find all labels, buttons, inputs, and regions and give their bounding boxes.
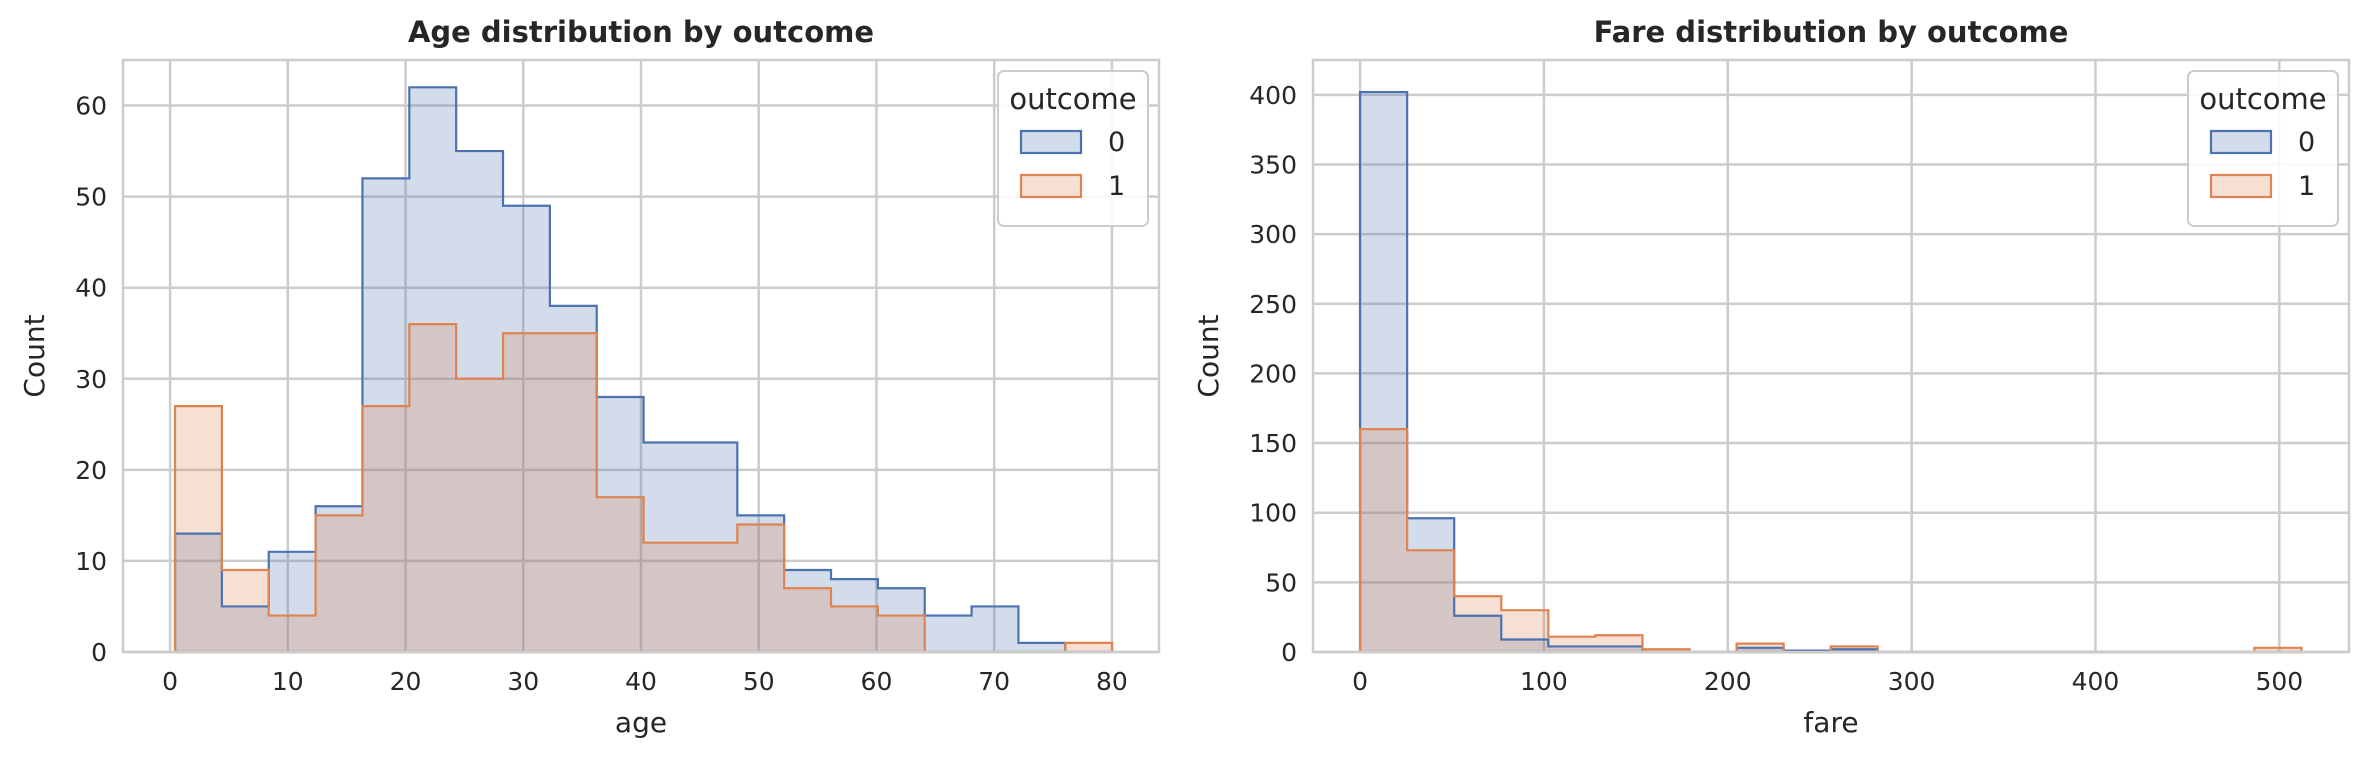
x-tick-label: 20 bbox=[390, 667, 422, 696]
legend-swatch-1 bbox=[1019, 173, 1083, 199]
age-y-axis-label: Count bbox=[18, 314, 51, 397]
y-tick-label: 100 bbox=[1249, 499, 1297, 528]
legend-swatch-0 bbox=[2209, 129, 2273, 155]
y-tick-label: 10 bbox=[75, 547, 107, 576]
y-tick-label: 20 bbox=[75, 456, 107, 485]
age-legend: outcome 0 1 bbox=[997, 70, 1149, 227]
x-tick-label: 300 bbox=[1888, 667, 1936, 696]
y-tick-label: 150 bbox=[1249, 429, 1297, 458]
legend-swatch-1 bbox=[2209, 173, 2273, 199]
x-tick-label: 10 bbox=[272, 667, 304, 696]
y-tick-label: 0 bbox=[1281, 638, 1297, 667]
legend-label-0: 0 bbox=[2298, 127, 2315, 158]
fare-series-1-fill bbox=[1360, 429, 2302, 652]
x-tick-label: 30 bbox=[507, 667, 539, 696]
x-tick-label: 0 bbox=[162, 667, 178, 696]
legend-swatch-0 bbox=[1019, 129, 1083, 155]
y-tick-label: 350 bbox=[1249, 150, 1297, 179]
legend-label-0: 0 bbox=[1108, 127, 1125, 158]
fare-series-0-outline bbox=[1358, 90, 2302, 654]
fare-histogram-panel: 0 100 200 300 400 500 0 50 100 150 200 250 300 350 400… bbox=[1192, 15, 2351, 739]
x-tick-label: 60 bbox=[861, 667, 893, 696]
age-chart-title: Age distribution by outcome bbox=[408, 15, 874, 49]
y-tick-label: 300 bbox=[1249, 220, 1297, 249]
x-tick-label: 0 bbox=[1352, 667, 1368, 696]
y-tick-label: 50 bbox=[75, 183, 107, 212]
legend-title: outcome bbox=[2199, 82, 2326, 116]
x-tick-label: 70 bbox=[978, 667, 1010, 696]
fare-axes-frame bbox=[1311, 58, 2351, 654]
y-tick-label: 40 bbox=[75, 274, 107, 303]
x-tick-label: 200 bbox=[1704, 667, 1752, 696]
y-tick-label: 30 bbox=[75, 365, 107, 394]
y-tick-label: 0 bbox=[91, 638, 107, 667]
legend-label-1: 1 bbox=[1108, 171, 1125, 202]
legend-box bbox=[997, 70, 1149, 227]
x-tick-label: 500 bbox=[2255, 667, 2303, 696]
x-tick-label: 100 bbox=[1520, 667, 1568, 696]
x-tick-label: 80 bbox=[1096, 667, 1128, 696]
age-axes-frame bbox=[121, 58, 1161, 654]
fare-legend: outcome 0 1 bbox=[2187, 70, 2339, 227]
y-tick-label: 200 bbox=[1249, 359, 1297, 388]
fare-chart-title: Fare distribution by outcome bbox=[1594, 15, 2069, 49]
y-tick-label: 250 bbox=[1249, 290, 1297, 319]
fare-series-0-fill bbox=[1360, 92, 2302, 652]
age-x-axis-label: age bbox=[615, 706, 667, 739]
x-tick-label: 400 bbox=[2072, 667, 2120, 696]
age-series-0-fill bbox=[175, 87, 1113, 653]
y-tick-label: 60 bbox=[75, 92, 107, 121]
legend-box bbox=[2187, 70, 2339, 227]
x-tick-label: 40 bbox=[625, 667, 657, 696]
x-tick-label: 50 bbox=[743, 667, 775, 696]
y-tick-label: 50 bbox=[1265, 568, 1297, 597]
fare-x-axis-label: fare bbox=[1803, 706, 1858, 739]
legend-label-1: 1 bbox=[2298, 171, 2315, 202]
y-tick-label: 400 bbox=[1249, 81, 1297, 110]
fare-y-axis-label: Count bbox=[1192, 314, 1225, 397]
legend-title: outcome bbox=[1009, 82, 1136, 116]
